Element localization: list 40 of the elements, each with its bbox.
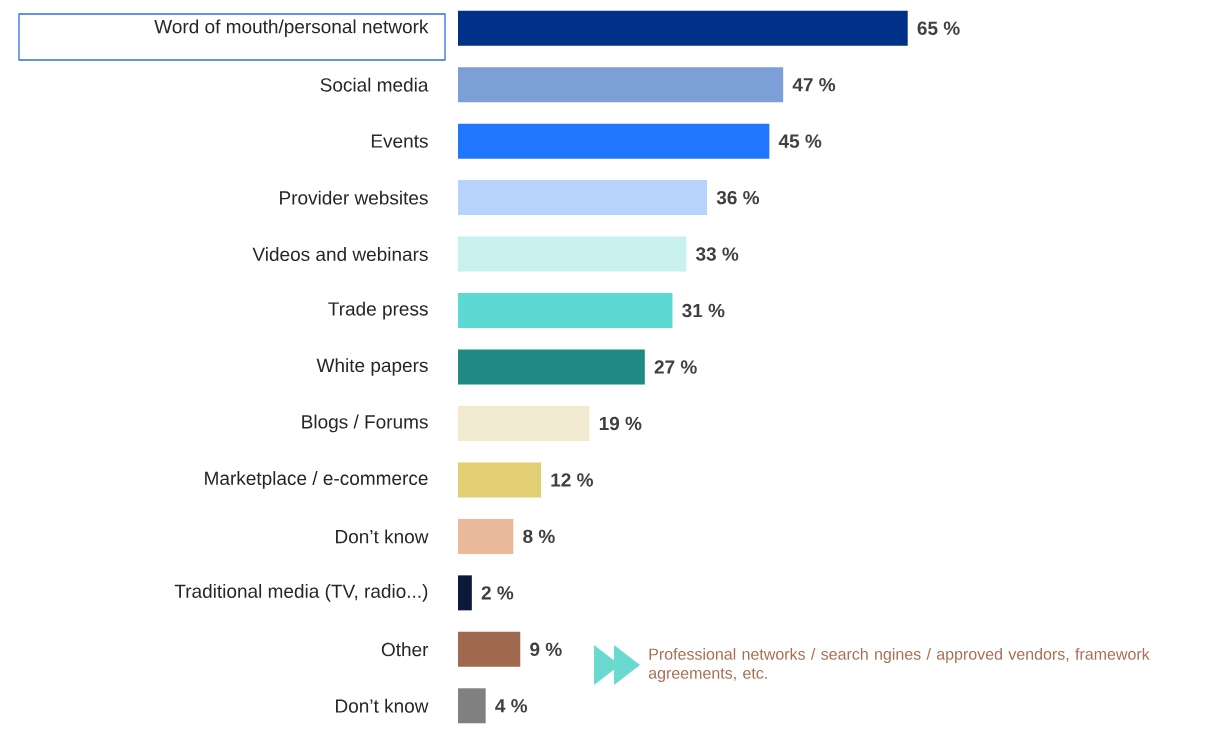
data-label: 45 %	[778, 134, 822, 148]
y-tick-label: White papers	[316, 358, 428, 376]
bar	[458, 518, 514, 554]
annotation: Professional networks / search ngines / approved vendors, framework agreements, etc.	[648, 648, 1150, 682]
bar	[458, 462, 542, 498]
y-tick-label: Trade press	[328, 301, 428, 320]
y-tick-label: Traditional media (TV, radio...)	[174, 584, 428, 602]
data-label: 27 %	[654, 360, 697, 374]
bar	[458, 10, 908, 46]
y-tick-label: Marketplace / e-commerce	[205, 471, 428, 489]
bar	[458, 180, 708, 216]
y-tick-label: Blogs / Forums	[302, 414, 428, 433]
y-tick-label: Word of mouth/personal network	[154, 19, 429, 38]
bar	[458, 631, 521, 667]
data-label: 33 %	[695, 247, 739, 261]
y-tick-label: Social media	[320, 77, 429, 92]
bar	[458, 293, 673, 329]
data-label: 8 %	[523, 529, 555, 544]
bar	[458, 405, 590, 441]
data-label: 2 %	[481, 586, 514, 600]
y-tick-label: Provider websites	[280, 190, 428, 205]
y-tick-label: Other	[381, 642, 429, 657]
data-label: 19 %	[599, 416, 642, 431]
y-tick-label: Events	[371, 134, 428, 148]
y-tick-label: Videos and webinars	[252, 247, 428, 262]
data-label: 9 %	[530, 642, 562, 657]
data-label: 4 %	[495, 699, 528, 713]
bar	[458, 67, 784, 103]
data-label: 47 %	[792, 78, 836, 92]
y-tick-label: Don’t know	[336, 698, 429, 713]
data-label: 31 %	[682, 303, 725, 318]
data-label: 12 %	[551, 473, 594, 487]
bar	[458, 236, 687, 272]
bar	[458, 349, 645, 385]
y-tick-label: Don’t know	[336, 529, 429, 544]
bar	[458, 575, 472, 611]
data-label: 36 %	[716, 190, 760, 205]
bar	[458, 123, 770, 159]
bar	[458, 688, 486, 724]
data-label: 65 %	[917, 21, 960, 35]
